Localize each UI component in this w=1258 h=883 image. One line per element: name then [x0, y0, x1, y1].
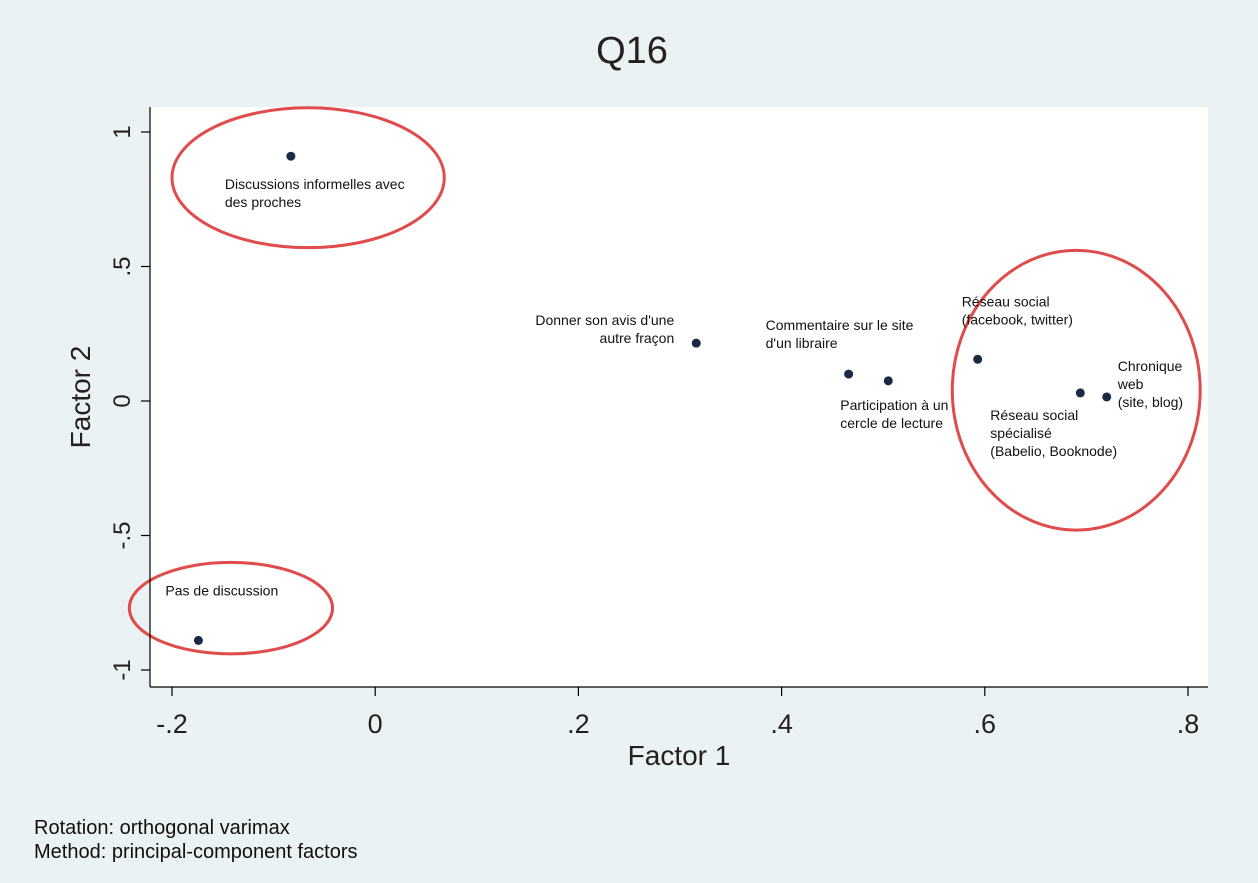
- point-label: (site, blog): [1118, 394, 1183, 410]
- plot-region: [150, 107, 1208, 687]
- y-axis-label: Factor 2: [65, 346, 96, 449]
- highlight-ellipse: [950, 248, 1202, 532]
- point-label: web: [1117, 376, 1144, 392]
- point-label: Chronique: [1118, 358, 1183, 374]
- data-point: [286, 151, 296, 161]
- x-tick-label: 0: [368, 709, 383, 739]
- highlight-ellipse: [170, 106, 446, 250]
- x-axis-label: Factor 1: [628, 740, 731, 771]
- chart-title: Q16: [596, 30, 668, 72]
- y-tick-label: 0: [109, 394, 136, 407]
- point-label: Participation à un: [840, 397, 948, 413]
- x-tick-label: .4: [770, 709, 793, 739]
- y-tick-label: -.5: [109, 521, 136, 549]
- rotation-note: Rotation: orthogonal varimax: [34, 817, 290, 839]
- y-tick-label: -1: [109, 659, 136, 680]
- data-point: [883, 376, 893, 386]
- point-label: Réseau social: [990, 407, 1078, 423]
- point-label: d'un libraire: [766, 335, 838, 351]
- x-ticks: -.2 0 .2 .4 .6 .8: [156, 687, 1199, 739]
- data-point: [691, 338, 701, 348]
- x-tick-label: .8: [1177, 709, 1200, 739]
- point-label: Discussions informelles avec: [225, 176, 405, 192]
- point-label: (facebook, twitter): [962, 311, 1073, 327]
- data-points: [193, 151, 1112, 645]
- point-label: Pas de discussion: [165, 582, 278, 598]
- x-tick-label: .6: [974, 709, 997, 739]
- point-label: (Babelio, Booknode): [990, 443, 1117, 459]
- point-label: des proches: [225, 194, 301, 210]
- data-point: [193, 635, 203, 645]
- point-label: Donner son avis d'une: [535, 312, 674, 328]
- highlight-ellipse: [127, 560, 335, 656]
- x-tick-label: -.2: [156, 709, 188, 739]
- data-point: [1102, 392, 1112, 402]
- point-label: Commentaire sur le site: [766, 317, 914, 333]
- data-point: [1075, 388, 1085, 398]
- data-point: [973, 354, 983, 364]
- annotations-layer: [127, 106, 1202, 656]
- point-label: spécialisé: [990, 425, 1052, 441]
- y-tick-label: .5: [109, 256, 136, 276]
- point-label: Réseau social: [962, 293, 1050, 309]
- x-tick-label: .2: [567, 709, 590, 739]
- point-label: autre fraçon: [600, 330, 675, 346]
- y-tick-label: 1: [109, 125, 136, 138]
- point-label: cercle de lecture: [840, 415, 943, 431]
- point-labels: Discussions informelles avec des proches P…: [165, 176, 1183, 598]
- method-note: Method: principal-component factors: [34, 841, 358, 863]
- data-point: [844, 369, 854, 379]
- y-ticks: -1 -.5 0 .5 1: [109, 125, 150, 681]
